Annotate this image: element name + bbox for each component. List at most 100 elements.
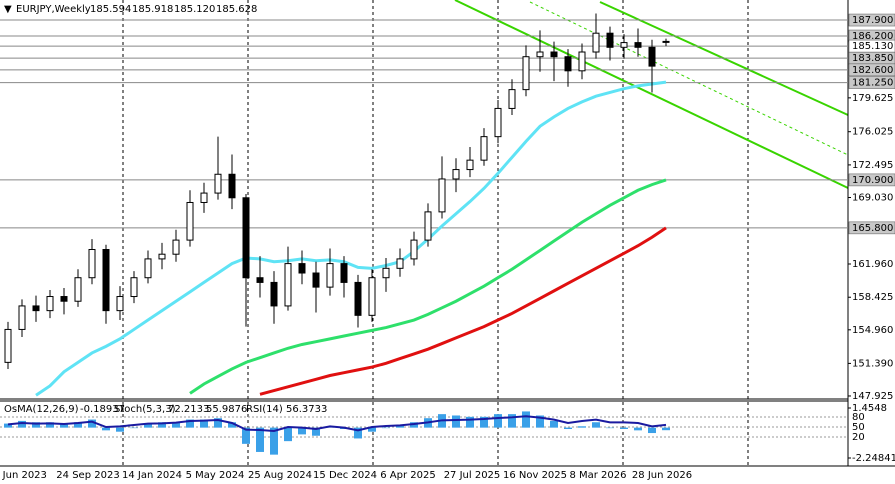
candle-body xyxy=(424,211,432,241)
ohlc-open: 185.594 xyxy=(90,4,131,15)
x-tick-label: 5 May 2024 xyxy=(186,470,245,481)
candle-body xyxy=(522,56,530,91)
candle-body xyxy=(550,51,558,58)
candle-body xyxy=(284,263,292,307)
ohlc-high: 185.918 xyxy=(132,4,173,15)
rsi-tick-label: 50 xyxy=(852,422,865,433)
osma-bar xyxy=(298,427,306,435)
y-tick-label: 151.390 xyxy=(852,358,893,369)
rsi-tick-label: 80 xyxy=(852,412,865,423)
symbol: EURJPY,Weekly xyxy=(16,4,91,15)
x-tick-label: 4 Jun 2023 xyxy=(0,470,47,481)
candle-body xyxy=(382,267,390,279)
osma-bar xyxy=(578,426,586,428)
osma-bar xyxy=(648,427,656,434)
x-tick-label: 28 Jun 2026 xyxy=(632,470,692,481)
level-label: 182.600 xyxy=(852,65,893,76)
header-arrow: ▼ xyxy=(4,4,12,15)
rsi-value: 56.3733 xyxy=(286,404,327,415)
moving-average xyxy=(189,178,667,395)
osma-bar xyxy=(88,419,96,428)
candle-body xyxy=(578,51,586,72)
candle-body xyxy=(46,296,54,312)
x-tick-label: 6 Apr 2025 xyxy=(380,470,435,481)
candle-body xyxy=(60,296,68,302)
candle-body xyxy=(368,277,376,316)
osma-bar xyxy=(32,422,40,428)
price-box xyxy=(848,39,895,53)
osma-bar xyxy=(480,416,488,428)
ohlc-close: 185.628 xyxy=(216,4,257,15)
osma-bar xyxy=(368,427,376,432)
level-box xyxy=(848,13,895,27)
candle-body xyxy=(592,32,600,53)
y-tick-label: 161.960 xyxy=(852,259,893,270)
y-tick-label: 147.925 xyxy=(852,391,893,402)
candle-body xyxy=(326,263,334,288)
candle-body xyxy=(564,56,572,72)
x-tick-label: 27 Jul 2025 xyxy=(444,470,501,481)
candle-body xyxy=(18,305,26,330)
osma-bar xyxy=(466,416,474,428)
level-label: 187.900 xyxy=(852,15,893,26)
candle-body xyxy=(662,40,670,43)
candle-body xyxy=(606,32,614,48)
x-tick-label: 16 Nov 2025 xyxy=(503,470,567,481)
osma-value: -0.18937 xyxy=(80,404,125,415)
osma-tick-label: 1.4548 xyxy=(852,403,887,414)
candle-body xyxy=(354,281,362,316)
moving-average xyxy=(35,80,667,397)
candle-body xyxy=(536,51,544,58)
candle-body xyxy=(88,249,96,279)
level-label: 165.800 xyxy=(852,223,893,234)
candle-body xyxy=(144,258,152,279)
candle-body xyxy=(494,107,502,138)
osma-bar xyxy=(662,427,670,431)
osma-bar xyxy=(102,427,110,431)
osma-bar xyxy=(256,427,264,452)
x-tick-label: 14 Jan 2024 xyxy=(122,470,182,481)
candle-body xyxy=(340,263,348,283)
y-tick-label: 176.025 xyxy=(852,127,893,138)
osma-bar xyxy=(172,422,180,428)
candle-body xyxy=(396,258,404,269)
candle-body xyxy=(312,272,320,288)
osma-bar xyxy=(550,420,558,428)
osma-bar xyxy=(354,427,362,439)
stoch-signal: 55.9876 xyxy=(206,404,247,415)
stoch-name: Stoch(5,3,3) xyxy=(114,404,176,415)
candle-body xyxy=(116,296,124,312)
osma-bar xyxy=(242,427,250,444)
candle-body xyxy=(242,197,250,279)
candle-body xyxy=(32,305,40,312)
level-label: 183.850 xyxy=(852,53,893,64)
osma-bar xyxy=(382,427,390,429)
candle-body xyxy=(620,42,628,48)
x-tick-label: 24 Sep 2023 xyxy=(56,470,119,481)
level-label: 181.250 xyxy=(852,78,893,89)
y-tick-label: 179.625 xyxy=(852,93,893,104)
x-tick-label: 25 Aug 2024 xyxy=(248,470,312,481)
osma-bar xyxy=(116,427,124,432)
osma-bar xyxy=(620,427,628,429)
osma-bar xyxy=(606,427,614,429)
candle-body xyxy=(214,173,222,194)
candle-body xyxy=(158,253,166,260)
osma-bar xyxy=(4,423,12,428)
osma-bar xyxy=(130,427,138,429)
candle-body xyxy=(648,46,656,67)
candle-body xyxy=(172,239,180,255)
osma-bar xyxy=(18,420,26,428)
candle-body xyxy=(634,42,642,48)
ohlc-low: 185.120 xyxy=(174,4,215,15)
osma-bar xyxy=(494,414,502,428)
stoch-main: 72.2133 xyxy=(168,404,209,415)
candle-body xyxy=(130,277,138,298)
candle-body xyxy=(200,192,208,203)
candle-body xyxy=(256,277,264,283)
candle-body xyxy=(452,169,460,180)
candle-body xyxy=(508,89,516,109)
osma-bar xyxy=(46,422,54,428)
